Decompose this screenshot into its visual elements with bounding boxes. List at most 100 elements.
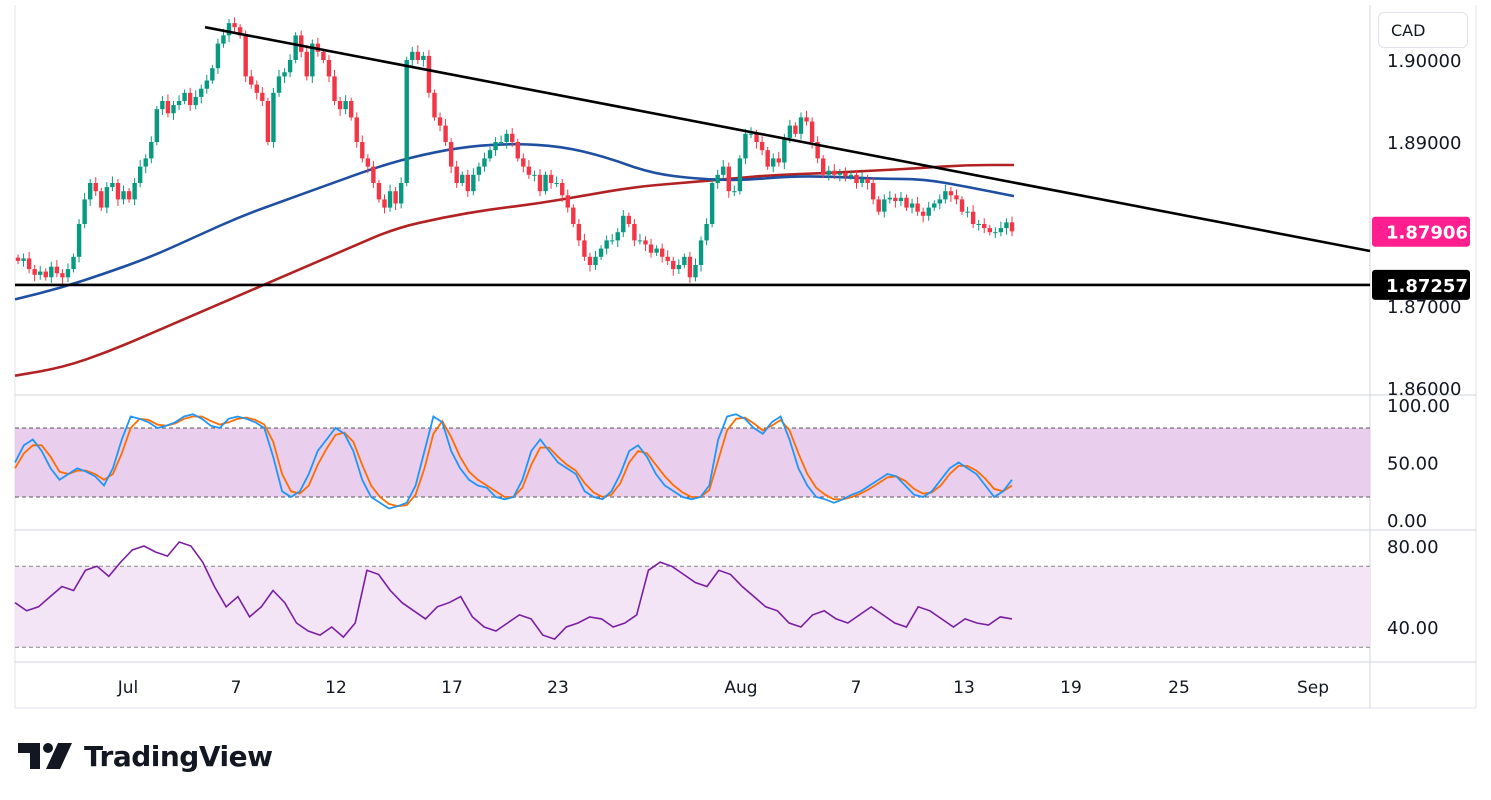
candle [648, 238, 654, 258]
candle [604, 235, 609, 255]
candle-body [887, 197, 893, 200]
candle-body [121, 191, 126, 200]
candle [926, 201, 931, 221]
candle-body [676, 265, 682, 270]
candle [149, 136, 154, 164]
candle [454, 160, 459, 188]
candle [693, 258, 698, 282]
candle-body [976, 224, 981, 225]
candle [93, 177, 98, 197]
candle-body [110, 183, 115, 188]
candle [460, 171, 465, 187]
candle-body [826, 170, 831, 175]
candle-body [643, 240, 648, 245]
candle [943, 184, 948, 204]
candle-body [882, 199, 887, 212]
candle-body [249, 76, 254, 85]
candle-body [426, 55, 432, 93]
candle-body [360, 142, 365, 159]
candle-body [704, 224, 709, 241]
candle [437, 112, 443, 132]
candle [282, 68, 287, 83]
candle [776, 151, 781, 167]
candle [71, 253, 76, 273]
candle [976, 219, 981, 231]
candle-body [126, 191, 132, 200]
candle-body [654, 248, 659, 253]
candle [165, 94, 171, 118]
candle-body [560, 183, 565, 196]
candle-body [104, 187, 110, 208]
candle [882, 194, 887, 218]
candle-body [43, 271, 48, 278]
candle-body [782, 137, 787, 163]
candle [382, 194, 387, 214]
candle [210, 64, 215, 84]
candle-body [321, 51, 326, 60]
candle-body [482, 158, 487, 167]
candle [110, 176, 115, 192]
candle [271, 87, 276, 148]
candle-body [199, 88, 204, 97]
candle [848, 171, 854, 180]
candle-body [204, 80, 210, 89]
candle [598, 245, 604, 261]
candle-body [965, 211, 970, 213]
candle-body [587, 256, 593, 265]
stochastic-axis-tick-label: 100.00 [1387, 396, 1450, 417]
last-price-tag [1372, 216, 1470, 247]
candle [554, 176, 559, 188]
candle [626, 212, 632, 228]
price-pane[interactable] [14, 17, 1371, 377]
candle-body [615, 232, 620, 241]
candle [832, 164, 837, 179]
candle [765, 146, 770, 170]
candle [643, 236, 648, 252]
price-axis-tick-label: 1.87000 [1387, 297, 1461, 318]
candle-body [593, 256, 598, 265]
candle-body [493, 142, 498, 151]
candle-body [454, 166, 459, 183]
candle [243, 30, 248, 83]
candle [571, 204, 576, 228]
currency-selector[interactable]: CAD [1378, 12, 1468, 48]
candle [704, 218, 709, 246]
candle-body [543, 174, 548, 192]
candle [548, 169, 554, 189]
candle-body [904, 197, 909, 208]
candle [26, 251, 32, 274]
candle-body [815, 142, 820, 159]
candle-body [998, 228, 1004, 233]
candle-body [865, 178, 870, 183]
candle [76, 219, 82, 263]
candle [376, 179, 382, 203]
candle-body [859, 178, 865, 183]
candle [82, 192, 87, 229]
candle-body [743, 133, 748, 159]
candle [932, 200, 937, 211]
candle-body [798, 117, 804, 134]
candle [448, 137, 454, 174]
rsi-pane[interactable] [14, 541, 1370, 648]
candle-body [348, 101, 354, 118]
candle-body [32, 269, 37, 275]
stochastic-axis-tick-label: 50.00 [1387, 454, 1439, 475]
candle-body [171, 105, 176, 114]
candle [410, 46, 415, 66]
candle [360, 135, 365, 163]
stochastic-band [15, 428, 1370, 497]
candle [176, 95, 182, 111]
candle [970, 205, 976, 229]
candle-body [932, 203, 937, 208]
candle [665, 250, 670, 265]
candle [404, 56, 409, 187]
candle-body [565, 195, 570, 208]
candle-body [332, 76, 337, 101]
candle-body [149, 142, 154, 159]
candle-body [115, 183, 121, 200]
stochastic-pane[interactable] [14, 413, 1370, 510]
candle [993, 227, 998, 238]
candle-body [693, 265, 698, 278]
candle [60, 269, 65, 284]
candle [398, 177, 404, 209]
